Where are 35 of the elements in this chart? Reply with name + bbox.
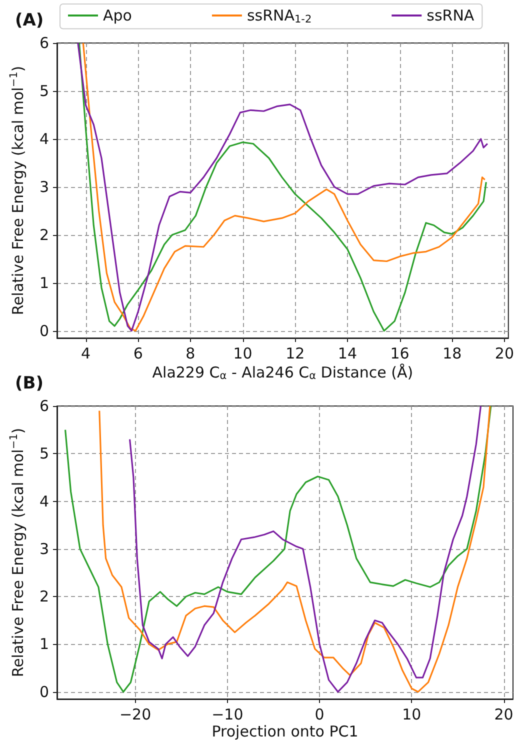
chart-title: (B)	[15, 374, 44, 394]
x-tick-label: 4	[81, 344, 91, 362]
y-axis-title: Relative Free Energy (kcal mol−1)	[8, 428, 27, 678]
x-tick-label: 20	[494, 344, 514, 362]
x-tick-label: −20	[119, 706, 152, 724]
y-tick-label: 2	[39, 226, 49, 244]
legend-label: ssRNA	[426, 6, 475, 24]
y-axis-title: Relative Free Energy (kcal mol−1)	[8, 66, 27, 316]
x-tick-label: 16	[390, 344, 410, 362]
x-tick-label: 10	[233, 344, 252, 362]
y-tick-label: 5	[39, 444, 49, 463]
y-tick-label: 0	[39, 682, 49, 701]
x-tick-label: 10	[402, 706, 422, 724]
y-tick-label: 2	[39, 588, 49, 606]
chart-title: (A)	[15, 10, 44, 30]
legend-label: Apo	[103, 6, 132, 24]
x-tick-label: 20	[494, 706, 514, 724]
y-tick-label: 6	[39, 34, 49, 52]
y-tick-label: 4	[39, 492, 49, 510]
y-tick-label: 3	[39, 540, 49, 558]
y-tick-label: 1	[39, 274, 49, 292]
x-tick-label: 0	[314, 706, 324, 724]
y-tick-label: 4	[39, 130, 49, 148]
y-tick-label: 3	[39, 178, 49, 196]
x-tick-label: 8	[186, 344, 196, 362]
x-tick-label: −10	[212, 706, 244, 724]
y-tick-label: 6	[39, 397, 49, 415]
x-tick-label: 18	[442, 344, 462, 362]
x-tick-label: 12	[286, 344, 305, 362]
y-tick-label: 1	[39, 635, 49, 654]
y-tick-label: 0	[39, 322, 49, 340]
y-tick-label: 5	[39, 82, 49, 100]
x-axis-title: Projection onto PC1	[212, 722, 358, 740]
x-tick-label: 6	[133, 344, 143, 362]
x-tick-label: 14	[338, 344, 357, 362]
